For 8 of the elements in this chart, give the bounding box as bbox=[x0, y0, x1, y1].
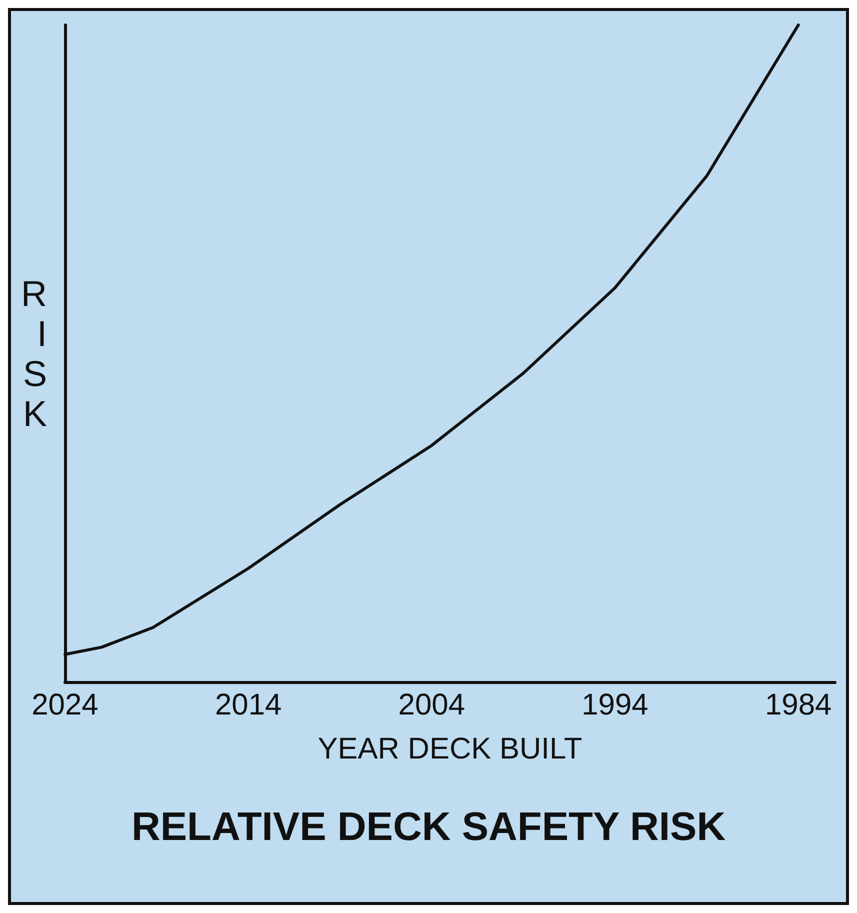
x-tick-label: 1994 bbox=[582, 688, 648, 722]
x-tick-label: 2024 bbox=[32, 688, 98, 722]
x-tick-label: 1984 bbox=[764, 688, 832, 722]
x-tick-label: 2004 bbox=[398, 688, 466, 722]
y-axis-title: RISK bbox=[21, 273, 47, 434]
x-tick-label: 2014 bbox=[214, 688, 282, 722]
text: RELATIVE DECK SAFETY RISK bbox=[131, 805, 726, 849]
x-axis-title: YEAR DECK BUILT bbox=[318, 732, 582, 766]
